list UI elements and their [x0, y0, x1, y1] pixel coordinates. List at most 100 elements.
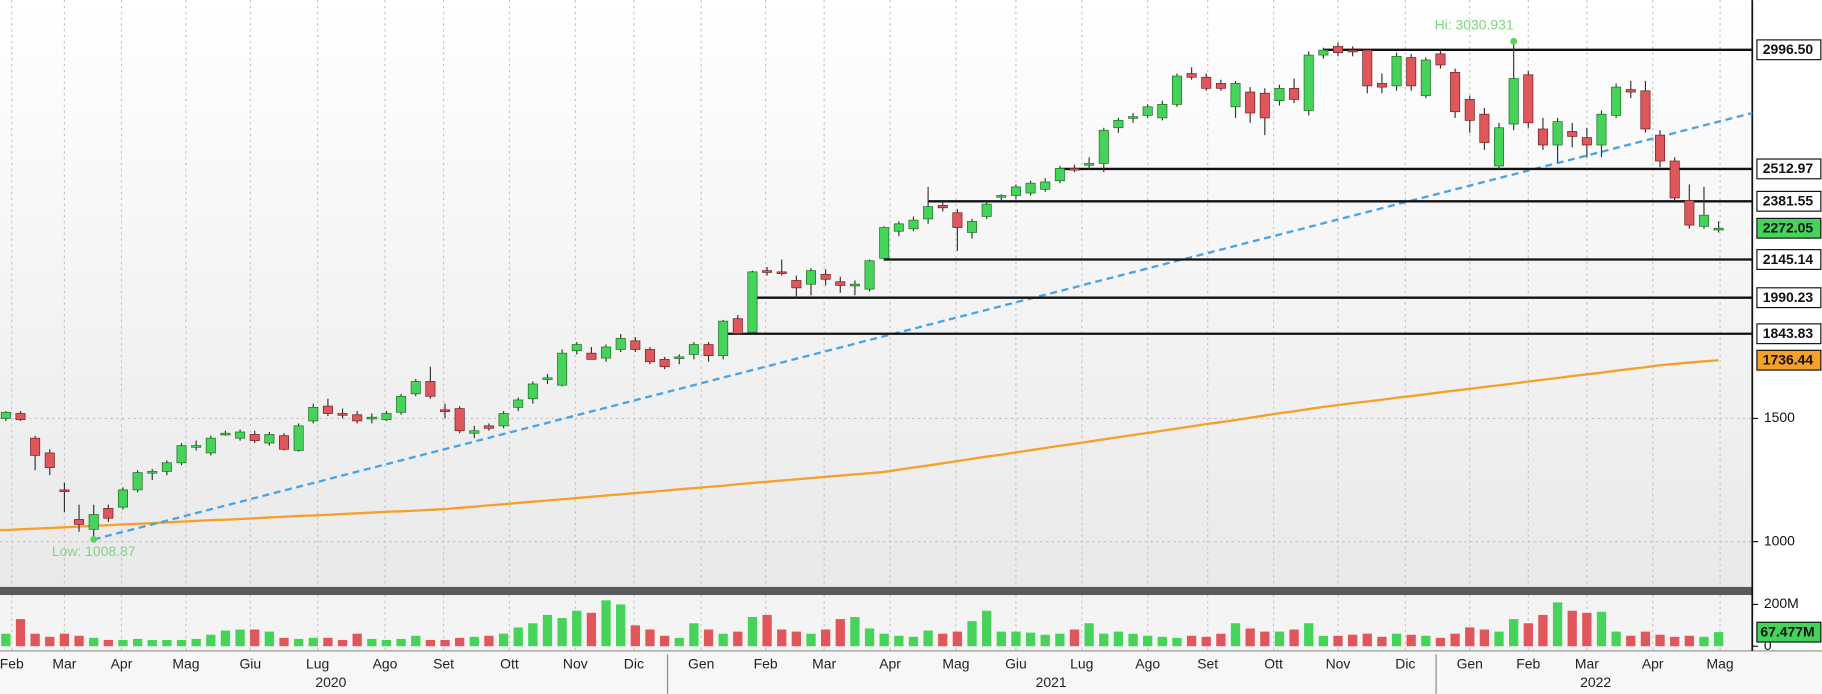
- volume-bar: [630, 625, 640, 647]
- x-tick-label: Mar: [1575, 655, 1599, 671]
- volume-bar: [411, 635, 421, 647]
- candle-body: [469, 430, 480, 434]
- candle-body: [337, 413, 348, 416]
- volume-bar: [235, 629, 245, 647]
- volume-bar: [1230, 623, 1241, 647]
- volume-bar: [323, 637, 333, 647]
- volume-bar: [1391, 633, 1402, 647]
- ma-value-box: [1756, 349, 1822, 371]
- level-value-label: 1990.23: [1763, 289, 1814, 305]
- volume-bar: [806, 633, 816, 647]
- volume-bar: [864, 628, 875, 647]
- x-tick-label: Ott: [1264, 655, 1283, 671]
- candle-body: [1640, 90, 1651, 130]
- volume-bar: [513, 627, 523, 647]
- volume-bar: [1216, 633, 1226, 647]
- volume-bar: [1552, 602, 1563, 647]
- volume-bar: [1201, 636, 1211, 647]
- year-label: 2022: [1580, 674, 1611, 690]
- candle-body: [937, 205, 948, 209]
- candle-body: [88, 514, 99, 530]
- volume-bar: [1011, 631, 1021, 647]
- last-volume-box: [1756, 621, 1822, 643]
- volume-bar: [1684, 635, 1694, 647]
- candle-body: [879, 227, 890, 259]
- candle-body: [440, 409, 451, 412]
- candle-body: [1084, 163, 1095, 166]
- high-annotation: Hi: 3030.931: [1435, 16, 1514, 32]
- volume-bar: [850, 616, 860, 647]
- candle-body: [835, 281, 846, 286]
- candle-body: [762, 270, 773, 273]
- volume-bar: [938, 633, 948, 647]
- volume-bar: [1699, 636, 1709, 647]
- volume-bar: [206, 634, 216, 647]
- candle-body: [1479, 113, 1490, 143]
- level-value-box: [1756, 39, 1822, 61]
- candle-body: [659, 358, 670, 368]
- volume-bar: [762, 614, 772, 647]
- candle-body: [1171, 75, 1182, 105]
- volume-bar: [1113, 631, 1124, 647]
- candle-body: [820, 273, 831, 280]
- volume-bar: [894, 635, 904, 647]
- volume-bar: [1304, 623, 1314, 647]
- candle-body: [996, 195, 1007, 198]
- candle-body: [571, 344, 582, 352]
- volume-bar: [162, 639, 172, 647]
- volume-pane: [0, 595, 1753, 651]
- volume-bar: [879, 633, 889, 647]
- candle-body: [425, 381, 436, 397]
- candle-body: [1611, 86, 1622, 116]
- x-tick-label: Apr: [1642, 655, 1664, 671]
- candle-body: [1230, 83, 1241, 108]
- volume-bar: [952, 631, 963, 647]
- volume-bar: [191, 638, 201, 647]
- candle-body: [132, 472, 143, 491]
- candle-body: [308, 407, 319, 422]
- volume-tick-label: 0: [1764, 637, 1772, 653]
- volume-bar: [440, 639, 450, 647]
- moving-average: [0, 359, 1719, 532]
- candle-body: [1581, 137, 1592, 146]
- candle-body: [1186, 73, 1197, 78]
- volume-bar: [1040, 634, 1050, 647]
- x-tick-label: Mar: [52, 655, 76, 671]
- x-tick-label: Lug: [306, 655, 329, 671]
- candle-body: [191, 445, 202, 448]
- candle-body: [15, 413, 26, 421]
- high-marker: [1510, 37, 1518, 45]
- volume-bar: [1713, 632, 1724, 647]
- candle-body: [1157, 104, 1168, 119]
- volume-bar: [147, 639, 157, 647]
- candle-body: [703, 344, 714, 356]
- volume-bar: [1, 633, 11, 647]
- level-value-label: 2512.97: [1763, 160, 1814, 176]
- candle-body: [1494, 127, 1505, 167]
- volume-bar: [498, 633, 509, 647]
- x-tick-label: Giu: [239, 655, 261, 671]
- volume-bar: [1186, 635, 1197, 647]
- candle-body: [1098, 129, 1109, 164]
- volume-bar: [557, 618, 567, 647]
- level-value-label: 2145.14: [1763, 251, 1814, 267]
- candle-body: [293, 425, 304, 451]
- volume-bar: [89, 637, 99, 647]
- volume-bar: [982, 610, 992, 647]
- candle-body: [1333, 46, 1343, 53]
- year-label: 2020: [315, 674, 346, 690]
- candle-body: [527, 383, 538, 400]
- candle-body: [908, 219, 919, 230]
- volume-bar: [279, 637, 289, 647]
- x-tick-label: Ago: [373, 655, 398, 671]
- x-tick-label: Feb: [1516, 655, 1540, 671]
- candle-body: [952, 212, 963, 228]
- candle-body: [849, 283, 860, 287]
- volume-bar: [1655, 634, 1665, 647]
- volume-bar: [777, 629, 787, 647]
- volume-bar: [689, 623, 699, 647]
- x-tick-label: Gen: [688, 655, 714, 671]
- candle-body: [1289, 87, 1300, 100]
